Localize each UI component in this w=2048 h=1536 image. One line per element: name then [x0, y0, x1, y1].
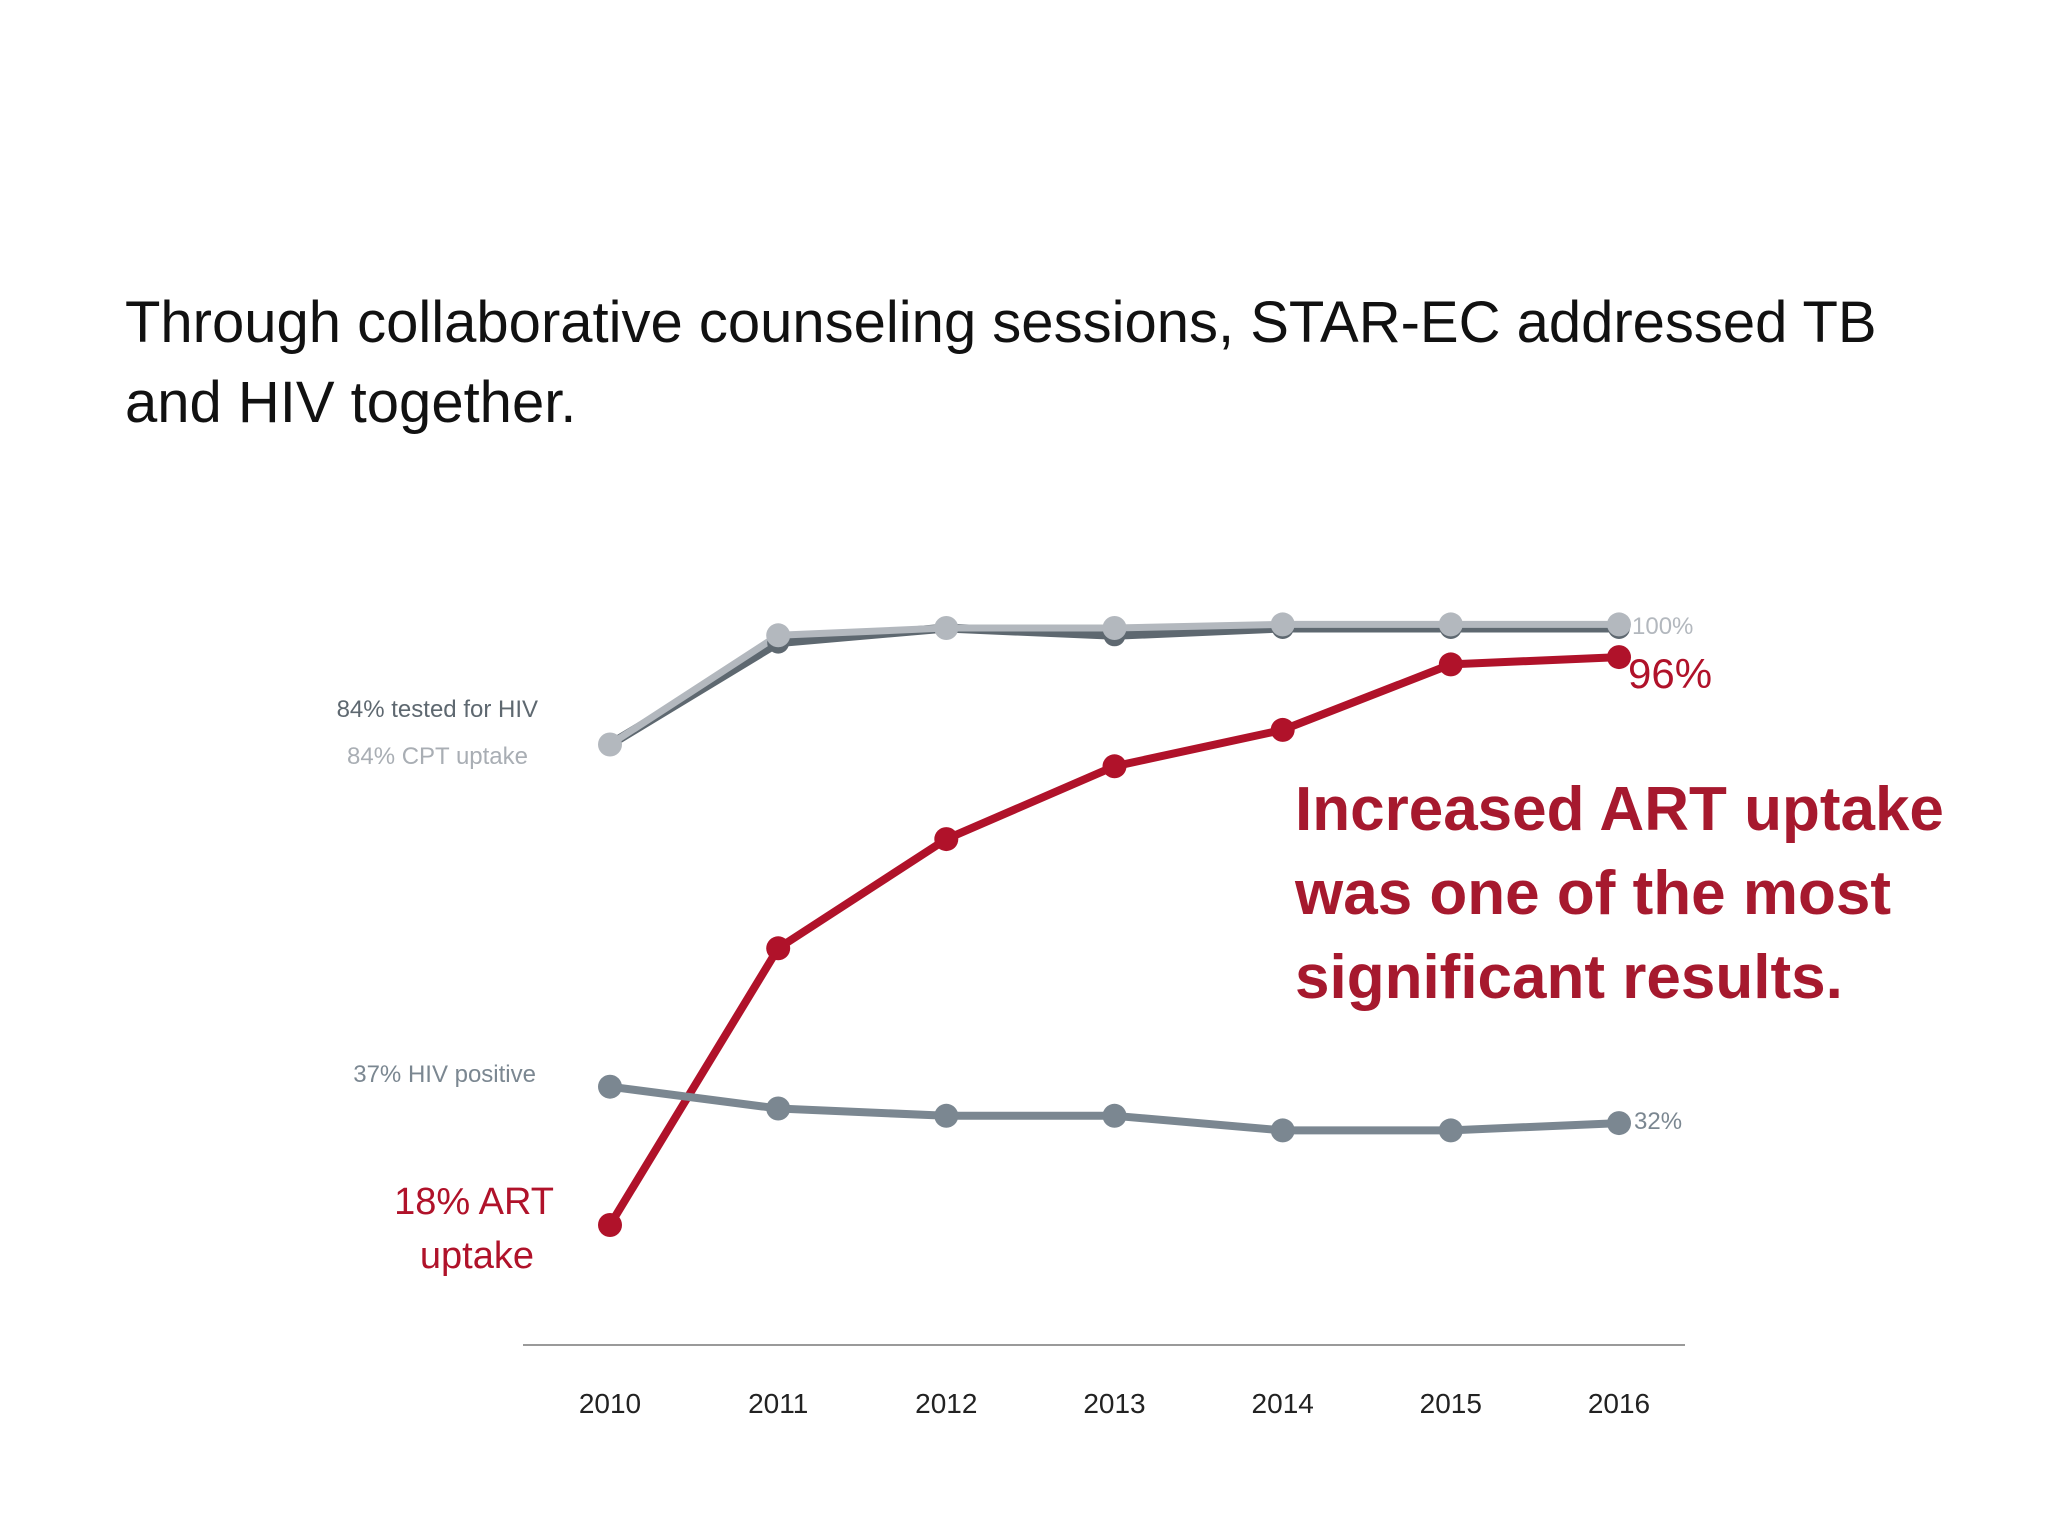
data-point-hiv_positive-2014: [1270, 1118, 1295, 1143]
label-hiv-start: 37% HIV positive: [353, 1061, 536, 1088]
callout-text: Increased ART uptake was one of the most…: [1295, 775, 1944, 1012]
data-point-hiv_positive-2013: [1102, 1103, 1127, 1128]
data-point-hiv_positive-2015: [1438, 1118, 1463, 1143]
label-top-end: 100%: [1632, 613, 1693, 640]
data-point-art-2014: [1270, 717, 1295, 742]
x-tick-label-2013: 2013: [1083, 1388, 1145, 1419]
label-art-start-line2: uptake: [420, 1235, 534, 1277]
label-hiv-end: 32%: [1634, 1108, 1682, 1135]
label-art-end: 96%: [1628, 650, 1712, 697]
x-tick-label-2014: 2014: [1252, 1388, 1314, 1419]
data-point-cpt-2010: [598, 732, 622, 757]
x-tick-label-2015: 2015: [1420, 1388, 1482, 1419]
x-tick-labels: 2010 2011 2012 2013 2014 2015 2016: [579, 1388, 1650, 1419]
data-point-hiv_positive-2016: [1607, 1111, 1631, 1136]
series-points: [598, 612, 1631, 1237]
label-tested-start: 84% tested for HIV: [337, 696, 538, 723]
data-point-art-2013: [1102, 754, 1127, 779]
data-point-art-2015: [1438, 652, 1463, 677]
data-point-cpt-2011: [766, 623, 791, 648]
data-point-cpt-2012: [934, 616, 959, 640]
x-tick-label-2011: 2011: [748, 1388, 808, 1419]
x-tick-label-2010: 2010: [579, 1388, 641, 1419]
data-point-art-2016: [1607, 645, 1631, 670]
x-tick-label-2012: 2012: [915, 1388, 977, 1419]
label-cpt-start: 84% CPT uptake: [347, 743, 528, 770]
label-art-start-line1: 18% ART: [394, 1181, 554, 1223]
data-point-cpt-2016: [1607, 612, 1631, 637]
data-point-cpt-2015: [1438, 612, 1463, 637]
data-point-art-2012: [934, 827, 959, 852]
slide-headline: Through collaborative counseling session…: [125, 290, 1877, 435]
data-point-art-2010: [598, 1213, 622, 1237]
data-point-hiv_positive-2010: [598, 1074, 622, 1099]
data-point-hiv_positive-2011: [766, 1096, 791, 1121]
x-tick-label-2016: 2016: [1588, 1388, 1650, 1419]
data-point-art-2011: [766, 936, 791, 961]
data-point-hiv_positive-2012: [934, 1103, 959, 1128]
data-point-cpt-2014: [1270, 612, 1295, 637]
data-point-cpt-2013: [1102, 616, 1127, 640]
